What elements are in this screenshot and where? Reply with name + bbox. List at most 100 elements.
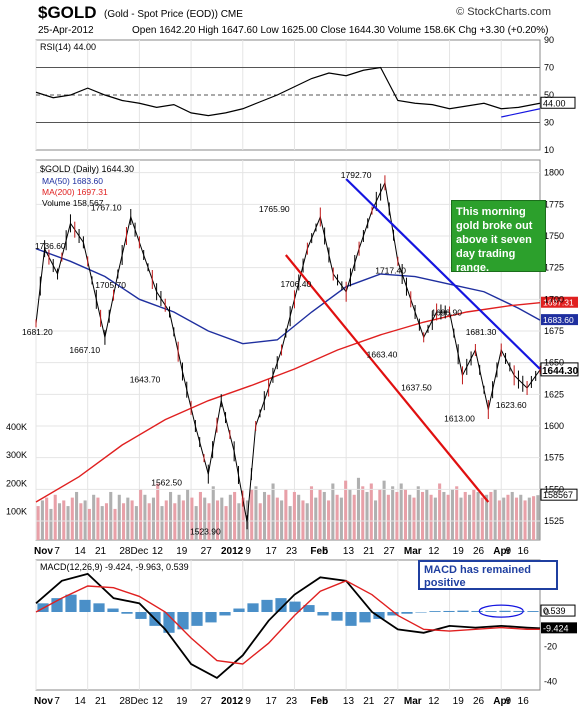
price-tick: 1675 (544, 326, 564, 336)
macd-hist-bar (485, 611, 497, 612)
rsi-panel: RSI(14) 44.00 44.00 (35, 42, 576, 123)
axis-labels: 1030507090100K200K300K400K15251550157516… (6, 35, 564, 707)
close-last-label: 1644.30 (542, 366, 579, 377)
volume-bar (156, 483, 160, 540)
price-tick: 1550 (544, 484, 564, 494)
volume-bar (506, 494, 510, 540)
volume-bar (151, 497, 155, 540)
macd-hist-bar (289, 601, 301, 612)
legend-ma50: MA(50) 1683.60 (42, 176, 103, 186)
volume-bar (275, 497, 279, 540)
x-tick-label: 12 (428, 696, 440, 707)
volume-bar (391, 486, 395, 540)
volume-bar (96, 497, 100, 540)
price-label: 1663.40 (367, 350, 398, 360)
volume-bar (532, 496, 536, 540)
volume-bar (450, 489, 454, 540)
x-tick-label: 13 (343, 546, 355, 557)
volume-bar (147, 503, 151, 540)
volume-bar (62, 500, 66, 540)
volume-bar (143, 494, 147, 540)
macd-hist-bar (177, 612, 189, 630)
macd-hist-bar (79, 599, 91, 612)
volume-bar (322, 491, 326, 540)
volume-bar (92, 494, 96, 540)
legend-ma200: MA(200) 1697.31 (42, 187, 108, 197)
price-label: 1637.50 (401, 383, 432, 393)
ohlc-line: Open 1642.20 High 1647.60 Low 1625.00 Cl… (132, 25, 549, 36)
annotation-macd: MACD has remained positive (418, 560, 558, 590)
macd-tick: 0 (544, 607, 549, 617)
rsi-title: RSI(14) 44.00 (40, 42, 96, 52)
volume-bar (386, 494, 390, 540)
price-label: 1523.90 (190, 526, 221, 536)
symbol-description: (Gold - Spot Price (EOD)) CME (104, 9, 243, 20)
volume-bar (369, 483, 373, 540)
x-tick-label: 12 (152, 546, 164, 557)
price-label: 1696.90 (431, 307, 462, 317)
x-tick-label: 21 (363, 696, 375, 707)
volume-bar (181, 500, 185, 540)
volume-bar (356, 477, 361, 540)
volume-bar (352, 494, 356, 540)
rsi-trendline (501, 108, 541, 118)
macd-hist-bar (359, 612, 371, 623)
macd-last-label: -9.424 (543, 623, 569, 633)
volume-bar (224, 506, 228, 540)
x-tick-label: 19 (176, 546, 188, 557)
volume-bar (262, 491, 267, 540)
macd-last-box (541, 622, 577, 634)
volume-bar (104, 503, 109, 540)
price-label: 1613.00 (444, 414, 475, 424)
x-tick-label: 16 (518, 696, 530, 707)
x-tick-label: 23 (286, 546, 298, 557)
volume-bar (438, 483, 442, 540)
volume-bar (527, 497, 531, 540)
price-label: 1623.60 (496, 400, 527, 410)
x-tick-label: 19 (453, 696, 465, 707)
macd-line (35, 572, 541, 679)
volume-bar (164, 500, 168, 540)
ma50-line (35, 248, 541, 345)
volume-tick: 100K (6, 507, 27, 517)
volume-tick: 300K (6, 450, 27, 460)
volume-bar (382, 480, 386, 540)
volume-bar (412, 497, 416, 540)
x-tick-label: 26 (473, 546, 485, 557)
volume-bar (117, 494, 121, 540)
price-label: 1681.30 (466, 327, 497, 337)
macd-hist-bar (303, 605, 315, 612)
volume-bar (233, 491, 237, 540)
price-tick: 1650 (544, 358, 564, 368)
volume-bar (348, 489, 352, 540)
volume-bar (421, 491, 425, 540)
volume-bar (309, 486, 314, 540)
volume-bar (472, 489, 476, 540)
volume-bar (493, 489, 497, 540)
volume-bar (429, 494, 433, 540)
x-tick-label: 27 (201, 696, 213, 707)
macd-hist-bar (247, 603, 259, 612)
ma200-last-label: 1697.31 (543, 298, 574, 308)
x-tick-label: Mar (404, 546, 422, 557)
annotation-breakout: This morning gold broke out above it sev… (451, 200, 546, 274)
rsi-last-box (540, 96, 576, 109)
x-tick-label: 28Dec (119, 696, 148, 707)
price-label: 1765.90 (259, 204, 290, 214)
macd-title: MACD(12,26,9) -9.424, -9.963, 0.539 (40, 562, 189, 572)
x-tick-label: Mar (404, 696, 422, 707)
x-tick-label: Apr (493, 696, 510, 707)
x-tick-label: 27 (201, 546, 213, 557)
x-tick-label: 7 (54, 696, 60, 707)
volume-bar (258, 503, 262, 540)
volume-bar (228, 494, 232, 540)
macd-hist-bar (527, 611, 539, 612)
volume-bar (190, 497, 194, 540)
volume-bar (403, 489, 407, 540)
ma50-last-label: 1683.60 (543, 315, 574, 325)
close-last-box (540, 362, 579, 377)
macd-hist-bar (471, 610, 483, 612)
volume-bar (139, 489, 143, 540)
x-tick-label: Apr (493, 546, 510, 557)
